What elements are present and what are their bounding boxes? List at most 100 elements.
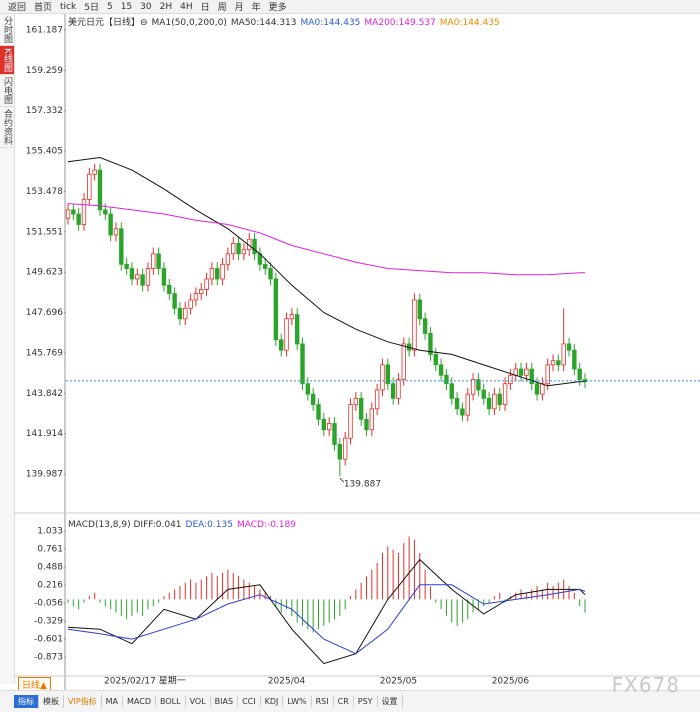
candle-body [289,314,295,320]
header-item: MA50:144.313 [231,18,297,28]
candle-body [534,383,540,395]
candle-body [385,364,390,385]
indicator-tab[interactable]: CCI [238,696,261,707]
sidebar-tab[interactable]: 合约资料 [0,107,14,148]
candle-body [140,274,145,286]
candle-body [145,268,151,286]
toolbar-button[interactable]: 年 [251,3,261,13]
header-item: MA1(50,0,200,0) [152,18,227,28]
toolbar-button[interactable]: tick [60,1,77,12]
header-item: MA0:144.435 [440,18,500,28]
header-item: MA200:149.537 [364,18,435,28]
indicator-tab[interactable]: MACD [123,696,157,707]
candle-body [92,169,97,175]
toolbar-button[interactable]: 首页 [34,3,53,13]
candle-body [412,299,417,351]
header-item: MACD:-0.189 [237,520,296,530]
header-item: 美元日元【日线】⊖ [68,16,148,28]
indicator-tab[interactable]: MA [102,696,124,707]
toolbar-button[interactable]: 返回 [8,3,27,13]
indicator-tab[interactable]: BIAS [211,696,239,707]
candle-body [364,418,369,431]
candle-body [332,423,337,445]
watermark: FX678 [611,673,680,697]
candle-body [486,397,492,410]
candle-body [310,393,316,406]
toolbar-button[interactable]: 30 [140,1,152,12]
candle-body [156,253,161,269]
candle-body [76,213,81,225]
toolbar-button[interactable]: 5 [106,1,113,12]
low-label: 139.887 [344,480,381,490]
sidebar-tab[interactable]: K线图 [0,46,14,75]
candle-body [321,418,327,431]
sidebar-tab[interactable]: 分时图 [0,14,14,46]
y-tick-label: 143.842 [26,389,63,399]
candle-body [199,289,204,295]
indicator-tab[interactable]: LW% [283,696,312,707]
candle-body [529,368,534,385]
candle-body [556,360,561,366]
candle-body [225,253,231,265]
candle-body [444,374,449,385]
indicator-tabs: 指标 模板 VIP指标 MA MACD BOLL VOL BIAS CCI KDJ LW% RSI CR… [0,690,700,712]
candle-body [300,343,305,385]
indicator-tab[interactable]: PSY [354,696,378,707]
candle-body [119,228,124,265]
toolbar-button[interactable]: 更多 [268,3,287,13]
indicator-tab[interactable]: BOLL [156,696,186,707]
y-tick-label: 161.187 [26,26,63,36]
candle-body [284,318,289,351]
indicator-tab[interactable]: VOL [186,696,211,707]
candle-body [71,209,76,215]
y-tick-label: 0.488 [37,563,63,573]
candle-body [497,393,502,406]
y-tick-label: -0.056 [34,599,63,609]
x-tick-label: 2025/04 [268,677,306,687]
candle-body [231,242,236,255]
candle-body [454,397,460,410]
indicator-tab[interactable]: 指标 [14,695,39,708]
candle-body [545,364,550,385]
candle-body [476,379,481,391]
y-tick-label: 0.216 [37,581,63,591]
candle-body [369,408,375,431]
indicator-tab[interactable]: KDJ [261,696,284,707]
candle-body [380,364,385,391]
candle-body [401,343,406,380]
toolbar-button[interactable]: 周 [217,3,227,13]
candle-body [236,242,241,255]
candle-body [172,293,177,309]
header-item: DEA:0.135 [186,520,233,530]
candle-body [278,339,284,351]
toolbar-button[interactable]: 2H [159,1,173,12]
candle-body [518,368,524,376]
candle-body [433,353,438,366]
candle-body [417,299,422,320]
toolbar-button[interactable]: 月 [234,3,244,13]
candle-body [337,444,343,460]
y-tick-label: -0.329 [34,617,63,627]
candle-body [305,383,311,395]
indicator-tab[interactable]: 模板 [39,695,64,708]
candle-body [470,379,476,395]
toolbar-button[interactable]: 4H [180,1,193,12]
indicator-tab[interactable]: 设置 [378,695,403,708]
toolbar-button[interactable]: 5日 [84,3,99,13]
candle-body [390,383,396,399]
indicator-tab[interactable]: VIP指标 [64,695,102,708]
candle-body [81,198,87,225]
toolbar-button[interactable]: 日 [200,3,210,13]
candle-body [374,389,380,410]
y-tick-label: -0.873 [34,653,63,663]
candle-body [502,383,508,406]
candle-body [465,393,470,416]
indicator-tab[interactable]: RSI [312,696,334,707]
sidebar-tab[interactable]: 闪电图 [0,75,14,107]
candle-body [252,238,257,255]
candle-body [151,253,156,269]
toolbar-button[interactable]: 15 [120,1,133,12]
candle-body [577,368,582,380]
indicator-tab[interactable]: CR [334,696,354,707]
candle-body [481,389,486,399]
